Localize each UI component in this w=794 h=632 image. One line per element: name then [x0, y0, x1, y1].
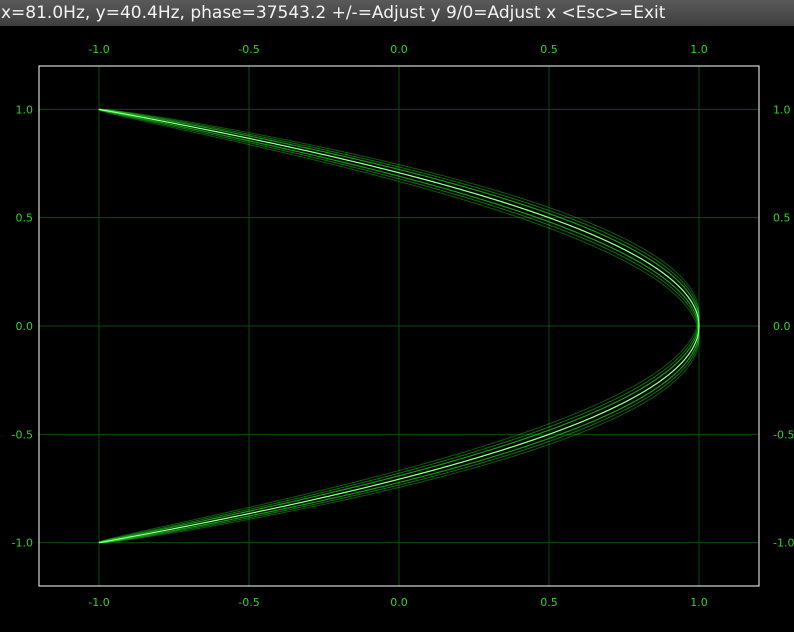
y-tick-label-left: 1.0	[16, 103, 34, 116]
y-tick-label-left: -0.5	[12, 428, 33, 441]
y-tick-label-right: 0.0	[773, 320, 791, 333]
x-tick-label-bottom: 0.5	[540, 596, 558, 609]
x-tick-label-bottom: 0.0	[390, 596, 408, 609]
lissajous-trace-pass-6	[98, 108, 700, 544]
y-tick-label-right: -0.5	[773, 428, 794, 441]
x-tick-label-bottom: 1.0	[690, 596, 708, 609]
window-title-bar: x=81.0Hz, y=40.4Hz, phase=37543.2 +/-=Ad…	[0, 0, 794, 26]
x-tick-label-bottom: -1.0	[88, 596, 109, 609]
x-tick-label-top: 0.0	[390, 43, 408, 56]
y-tick-label-left: -1.0	[12, 537, 33, 550]
plot-frame	[38, 65, 760, 587]
x-tick-label-top: 0.5	[540, 43, 558, 56]
y-tick-label-right: 1.0	[773, 103, 791, 116]
x-tick-label-top: -1.0	[88, 43, 109, 56]
y-tick-label-left: 0.5	[16, 212, 34, 225]
y-tick-label-right: -1.0	[773, 537, 794, 550]
grid-lines	[39, 66, 759, 586]
window-title: x=81.0Hz, y=40.4Hz, phase=37543.2 +/-=Ad…	[1, 3, 666, 23]
lissajous-trace-pass-0	[98, 108, 700, 544]
lissajous-trace-group	[98, 108, 700, 544]
lissajous-trace-pass-5	[98, 108, 700, 544]
x-tick-label-top: -0.5	[238, 43, 259, 56]
x-tick-label-top: 1.0	[690, 43, 708, 56]
lissajous-trace-core	[98, 108, 700, 544]
x-tick-label-bottom: -0.5	[238, 596, 259, 609]
lissajous-chart: -1.0 -1.0 -0.5 -0.5 0.0 0.0 0.5 0.5 1.0 1.0 1.0 1.0…	[12, 43, 794, 609]
y-tick-label-left: 0.0	[16, 320, 34, 333]
tick-labels: -1.0 -1.0 -0.5 -0.5 0.0 0.0 0.5 0.5 1.0 1.0 1.0 1.0…	[12, 43, 794, 609]
y-tick-label-right: 0.5	[773, 212, 791, 225]
oscilloscope-plot-area: -1.0 -1.0 -0.5 -0.5 0.0 0.0 0.5 0.5 1.0 1.0 1.0 1.0…	[0, 26, 794, 628]
